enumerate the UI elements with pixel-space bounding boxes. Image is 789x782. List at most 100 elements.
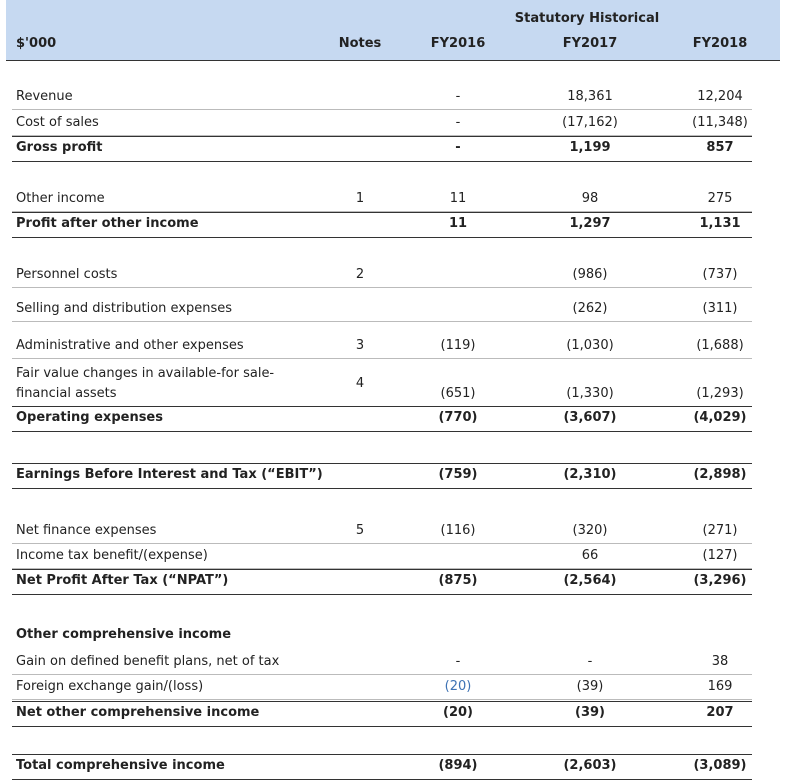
cell-value: (2,603) bbox=[563, 758, 617, 773]
cell-value: (20) bbox=[444, 679, 472, 694]
cell-value: 12,204 bbox=[697, 89, 743, 104]
cell-value: (1,293) bbox=[696, 386, 744, 401]
row-rule bbox=[12, 187, 752, 212]
column-header: FY2017 bbox=[562, 36, 618, 51]
row-rule bbox=[12, 406, 752, 432]
cell-value: 169 bbox=[707, 679, 733, 694]
cell-value: (1,030) bbox=[566, 338, 614, 353]
row-label: Personnel costs bbox=[16, 267, 118, 282]
row-label: Operating expenses bbox=[16, 410, 163, 425]
row-label: Profit after other income bbox=[16, 216, 199, 231]
cell-value: 1,199 bbox=[569, 140, 611, 155]
cell-value: (3,607) bbox=[563, 410, 617, 425]
cell-value: (271) bbox=[702, 523, 738, 538]
row-label: Net Profit After Tax (“NPAT”) bbox=[16, 573, 229, 588]
row-rule bbox=[12, 650, 752, 675]
cell-value: (986) bbox=[572, 267, 608, 282]
row-label: Gross profit bbox=[16, 140, 103, 155]
row-label: Foreign exchange gain/(loss) bbox=[16, 679, 204, 694]
row-label: Revenue bbox=[16, 89, 73, 104]
cell-value: - bbox=[455, 140, 461, 155]
row-rule bbox=[12, 569, 752, 595]
cell-value: (39) bbox=[575, 705, 605, 720]
row-rule bbox=[12, 675, 752, 700]
cell-value: (20) bbox=[443, 705, 473, 720]
cell-value: (11,348) bbox=[692, 115, 748, 130]
cell-value: (737) bbox=[702, 267, 738, 282]
cell-value: (2,898) bbox=[693, 467, 747, 482]
cell-value: (119) bbox=[440, 338, 476, 353]
cell-value: 857 bbox=[706, 140, 734, 155]
row-rule bbox=[12, 263, 752, 288]
row-label: Net other comprehensive income bbox=[16, 705, 260, 720]
column-header: FY2018 bbox=[692, 36, 748, 51]
cell-value: (2,310) bbox=[563, 467, 617, 482]
cell-value: 98 bbox=[581, 191, 599, 206]
cell-value: 1,131 bbox=[699, 216, 741, 231]
cell-value: (116) bbox=[440, 523, 476, 538]
unit-label: $'000 bbox=[16, 36, 57, 51]
cell-value: - bbox=[455, 89, 461, 104]
row-rule bbox=[12, 519, 752, 544]
row-rule bbox=[12, 212, 752, 238]
cell-value: 207 bbox=[706, 705, 734, 720]
row-rule bbox=[12, 463, 752, 489]
cell-value: (311) bbox=[702, 301, 738, 316]
row-label: Selling and distribution expenses bbox=[16, 301, 233, 316]
row-label: Gain on defined benefit plans, net of ta… bbox=[16, 654, 280, 669]
cell-value: (39) bbox=[576, 679, 604, 694]
cell-value: (3,296) bbox=[693, 573, 747, 588]
cell-value: (2,564) bbox=[563, 573, 617, 588]
column-header: Notes bbox=[338, 36, 382, 51]
note: 3 bbox=[355, 338, 365, 353]
note: 5 bbox=[355, 523, 365, 538]
cell-value: (1,688) bbox=[696, 338, 744, 353]
cell-value: (320) bbox=[572, 523, 608, 538]
cell-value: - bbox=[455, 115, 461, 130]
row-label: Administrative and other expenses bbox=[16, 338, 244, 353]
column-header: FY2016 bbox=[430, 36, 486, 51]
row-rule bbox=[12, 334, 752, 359]
cell-value: (17,162) bbox=[562, 115, 618, 130]
note: 4 bbox=[355, 376, 365, 391]
cell-value: (770) bbox=[438, 410, 478, 425]
cell-value: 38 bbox=[711, 654, 729, 669]
row-label: Other income bbox=[16, 191, 105, 206]
row-rule bbox=[12, 111, 752, 136]
row-rule bbox=[12, 136, 752, 162]
row-label: Cost of sales bbox=[16, 115, 99, 130]
cell-value: (3,089) bbox=[693, 758, 747, 773]
row-rule bbox=[12, 85, 752, 110]
header-band bbox=[6, 0, 780, 61]
cell-value: (1,330) bbox=[566, 386, 614, 401]
cell-value: 66 bbox=[581, 548, 599, 563]
cell-value: (759) bbox=[438, 467, 478, 482]
row-label: Total comprehensive income bbox=[16, 758, 225, 773]
cell-value: - bbox=[455, 654, 461, 669]
cell-value: 1,297 bbox=[569, 216, 611, 231]
row-label: Income tax benefit/(expense) bbox=[16, 548, 208, 563]
row-label: Other comprehensive income bbox=[16, 627, 232, 642]
row-label: Fair value changes in available-for sale… bbox=[16, 366, 275, 401]
cell-value: (651) bbox=[440, 386, 476, 401]
cell-value: (875) bbox=[438, 573, 478, 588]
cell-value: 18,361 bbox=[567, 89, 613, 104]
cell-value: - bbox=[587, 654, 593, 669]
row-rule bbox=[12, 701, 752, 727]
cell-value: 275 bbox=[707, 191, 733, 206]
cell-value: (4,029) bbox=[693, 410, 747, 425]
cell-value: (262) bbox=[572, 301, 608, 316]
row-rule bbox=[12, 754, 752, 780]
cell-value: (127) bbox=[702, 548, 738, 563]
cell-value: 11 bbox=[449, 191, 467, 206]
column-group: Statutory Historical bbox=[514, 11, 660, 26]
note: 2 bbox=[355, 267, 365, 282]
cell-value: 11 bbox=[448, 216, 468, 231]
row-rule bbox=[12, 544, 752, 569]
row-label: Net finance expenses bbox=[16, 523, 157, 538]
row-rule bbox=[12, 297, 752, 322]
cell-value: (894) bbox=[438, 758, 478, 773]
row-label: Earnings Before Interest and Tax (“EBIT”… bbox=[16, 467, 323, 482]
note: 1 bbox=[355, 191, 365, 206]
